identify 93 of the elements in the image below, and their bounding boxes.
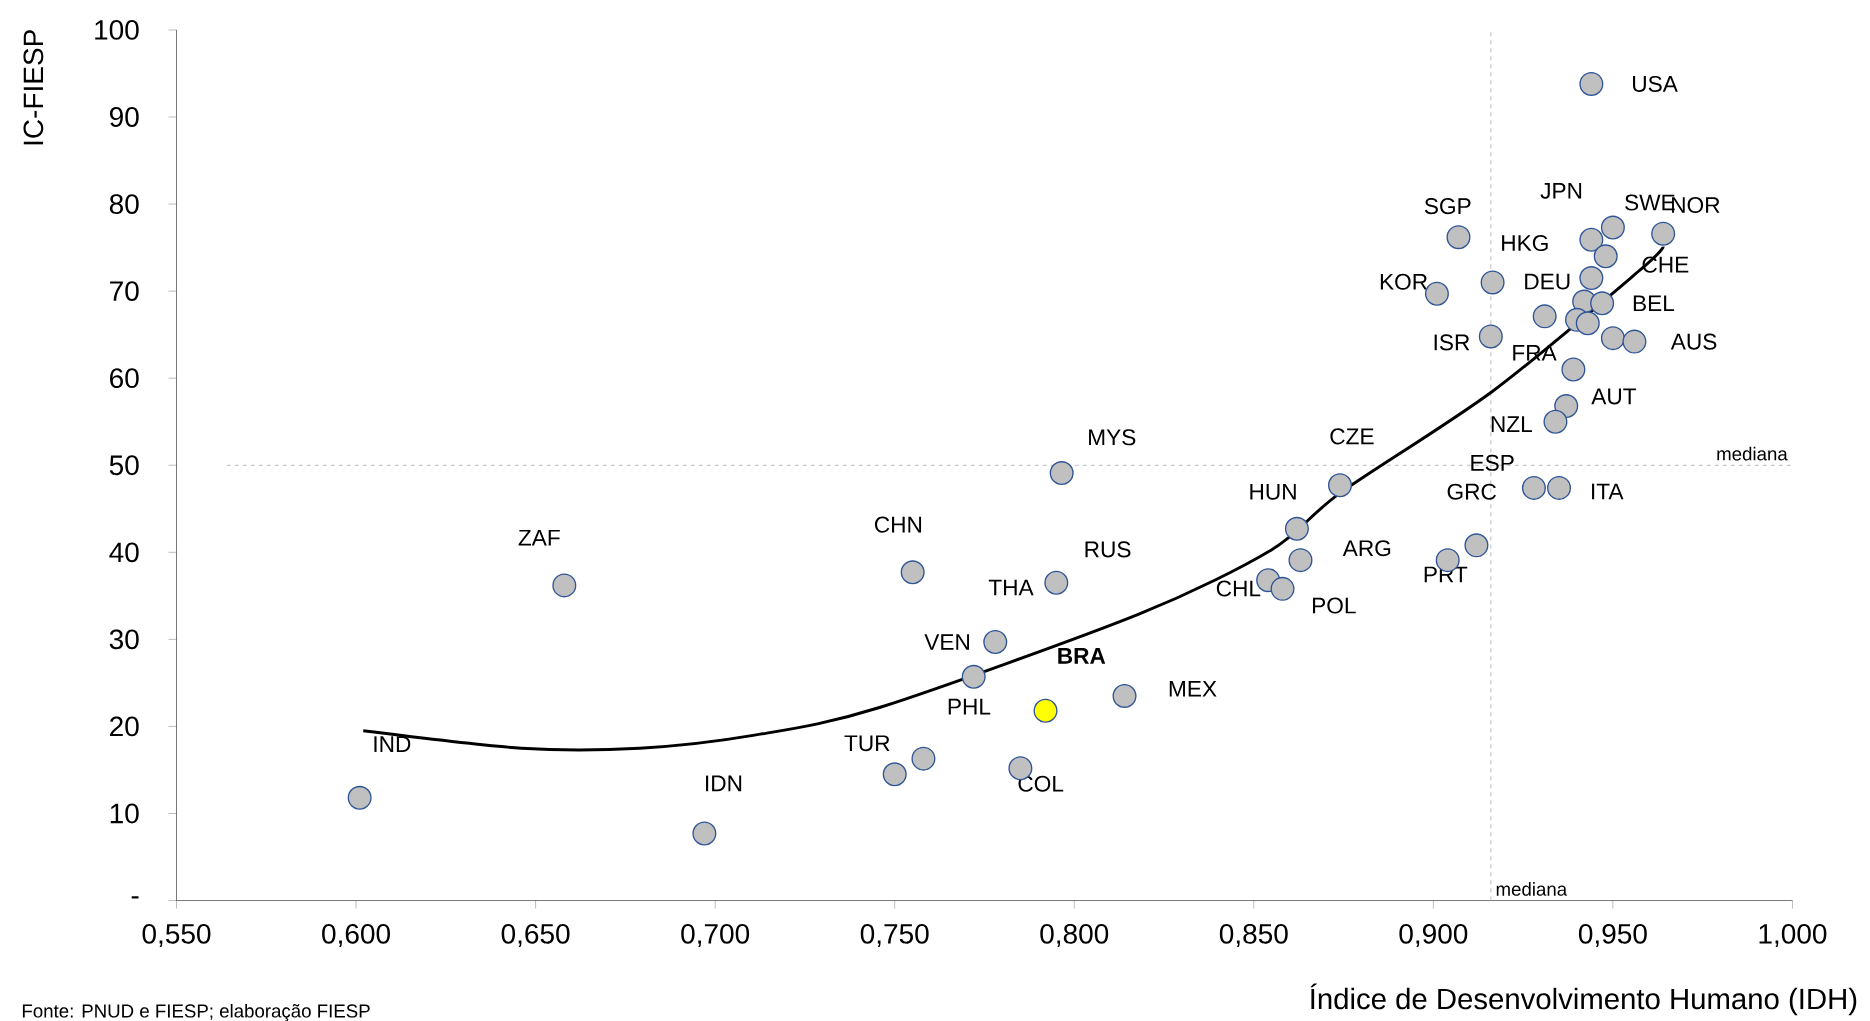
x-tick-label: 0,600: [322, 923, 390, 948]
annotation: IND: [374, 736, 411, 752]
annotation: AUT: [1591, 388, 1637, 405]
point: [1600, 326, 1625, 351]
x-tick-label: 0,800: [1040, 923, 1109, 948]
annotation: KOR: [1380, 273, 1428, 290]
point: [1554, 394, 1579, 419]
point: [1044, 570, 1069, 595]
x-tick-label: 0,700: [681, 923, 750, 948]
point: [1590, 291, 1615, 316]
point: [1464, 533, 1489, 558]
x-axis-title: Índice de Desenvolvimento Humano (IDH): [1310, 983, 1857, 1016]
y-tick-label: 100: [95, 20, 139, 40]
point: [961, 664, 986, 689]
point: [347, 785, 372, 810]
y-tick-label: 60: [110, 368, 139, 389]
point: [1622, 329, 1647, 354]
annotation: HKG: [1502, 235, 1548, 252]
point: [1049, 461, 1074, 486]
annotation: HUN: [1250, 483, 1296, 500]
point: [900, 560, 925, 585]
point: [911, 746, 936, 771]
annotation: ITA: [1592, 483, 1624, 500]
point: [1288, 548, 1313, 573]
point: [1480, 270, 1505, 295]
point: [692, 821, 717, 846]
point: [1543, 409, 1568, 434]
point: [1270, 576, 1295, 601]
point: [1561, 357, 1586, 382]
annotation: AUS: [1670, 333, 1717, 350]
x-tick-label: 0,950: [1578, 923, 1647, 948]
ref-line-label: mediana: [1717, 446, 1788, 461]
annotation: CHL: [1216, 580, 1261, 597]
point: [1112, 683, 1137, 708]
annotation: THA: [988, 579, 1034, 596]
annotation: RUS: [1085, 541, 1131, 558]
annotation: ESP: [1471, 454, 1514, 471]
annotation: PHL: [948, 698, 991, 715]
annotation: MEX: [1169, 681, 1217, 697]
point: [1284, 516, 1309, 541]
annotation: BEL: [1633, 295, 1675, 312]
x-tick-label: 0,900: [1399, 923, 1468, 948]
point: [1579, 266, 1604, 291]
annotation: DEU: [1525, 273, 1570, 290]
y-tick-label: 80: [109, 194, 139, 214]
x-tick-label: 1,000: [1759, 923, 1827, 948]
x-tick-label: 0,650: [501, 923, 570, 948]
point: [1446, 225, 1471, 250]
annotation: ARG: [1342, 540, 1391, 557]
point: [1600, 215, 1625, 240]
y-tick-label: 70: [110, 281, 139, 302]
annotation: SGP: [1424, 198, 1471, 215]
point: [1593, 244, 1618, 269]
point: [552, 573, 577, 598]
y-tick-label: 10: [110, 803, 139, 824]
annotation: POL: [1313, 597, 1356, 614]
point: [1327, 473, 1352, 498]
y-axis-title: IC-FIESP: [23, 30, 44, 145]
annotation: TUR: [844, 735, 890, 752]
x-tick-label: 0,550: [142, 923, 211, 948]
y-tick-label: 40: [109, 542, 139, 563]
annotation: CZE: [1330, 428, 1374, 445]
point: [882, 762, 907, 787]
annotation: BRA: [1058, 648, 1106, 664]
annotation: CHN: [874, 516, 922, 533]
annotation: GRC: [1447, 483, 1497, 500]
annotation: JPN: [1540, 182, 1582, 199]
x-tick-label: 0,850: [1219, 923, 1288, 948]
y-tick-label: 90: [109, 107, 139, 127]
annotation: VEN: [924, 634, 969, 650]
point: [1579, 71, 1604, 96]
point: [983, 629, 1008, 654]
source-note: Fonte: PNUD e FIESP; elaboração FIESP: [22, 1003, 370, 1021]
ref-line-label: mediana: [1496, 882, 1568, 896]
point: [1575, 311, 1600, 336]
point: [1651, 221, 1676, 246]
point: [1478, 324, 1503, 349]
y-tick-label: 20: [110, 716, 139, 737]
y-tick-label: -: [131, 896, 139, 899]
x-tick-label: 0,750: [860, 923, 929, 948]
point: [1579, 227, 1604, 252]
annotation: IDN: [706, 775, 742, 792]
point: [1532, 304, 1557, 329]
annotation: NZL: [1491, 416, 1532, 432]
annotation: USA: [1633, 75, 1678, 92]
point: [1547, 475, 1572, 500]
y-tick-label: 50: [109, 455, 139, 476]
y-tick-label: 30: [109, 629, 139, 650]
annotation: ISR: [1434, 334, 1470, 351]
annotation: MYS: [1089, 429, 1136, 446]
annotation: ZAF: [518, 529, 560, 546]
point: [1033, 698, 1058, 723]
point: [1521, 475, 1546, 500]
